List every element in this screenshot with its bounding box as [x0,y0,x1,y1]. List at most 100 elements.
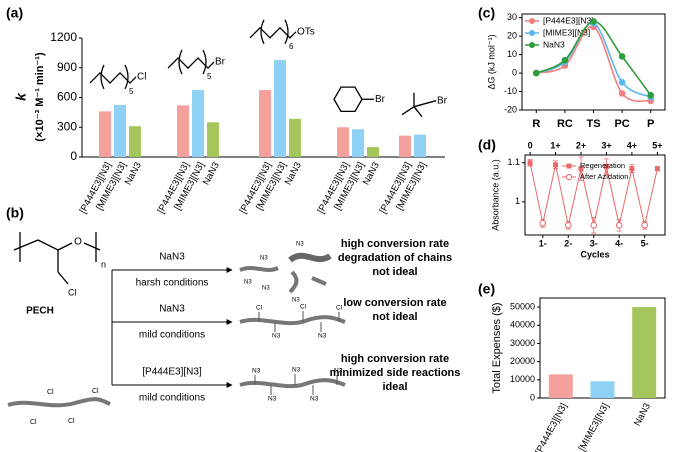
y-tick-label: 600 [57,90,77,104]
product-chain [239,378,346,389]
panel-label: (a) [6,5,23,21]
y-tick-label: 30000 [510,338,535,348]
point [564,221,572,229]
point [641,221,648,229]
structure-paren [260,19,289,45]
bar [259,90,271,157]
x-tick-label: PC [614,118,629,130]
route-outcome: low conversion rate [343,297,446,309]
route-reagent: NaN3 [159,304,185,315]
y-tick-label: 40000 [510,320,535,330]
chain-label: N3 [252,368,261,375]
point [615,221,623,229]
bar [129,126,141,157]
legend-marker [529,42,535,48]
x-tick-label: TS [586,118,600,130]
product-chain [288,270,299,294]
structure [249,19,297,45]
route-outcome: high conversion rate [341,238,449,250]
structure-subscript: 6 [289,42,294,51]
structure-group: Br [215,57,226,68]
y-axis-label: ΔG (kJ mol⁻¹) [486,34,496,89]
route-reagent: [P444E3][N3] [142,367,202,378]
bar [99,111,111,157]
y-tick-label: 1 [515,196,520,206]
line [536,26,651,103]
bar [289,118,301,157]
point [618,90,626,97]
y-tick-label: 300 [57,119,77,133]
plot-frame [524,154,666,236]
top-x-tick-label: 3+ [601,140,611,150]
route-outcome: degradation of chains [338,252,452,264]
chain-n3: N3 [262,286,270,292]
structure-group: Br [437,95,448,106]
y-tick-label: -20 [504,104,517,114]
bar [367,147,379,157]
structure [89,64,137,90]
top-x-tick-label: 0 [528,140,533,150]
point [561,56,569,64]
chain-label: N3 [334,368,343,375]
connector [567,168,582,226]
y-tick-label: 1.1 [507,157,520,167]
pech-cl: Cl [68,287,77,297]
product-chain [288,252,332,263]
y-tick-label: -10 [504,86,517,96]
route-outcome: high conversion rate [341,353,449,365]
chain-label: Cl [300,304,307,311]
point [603,164,609,170]
top-x-tick-label: 2+ [576,140,586,150]
structure [167,49,215,75]
x-tick-label: 3- [590,238,598,248]
legend-marker [529,18,535,24]
structure-paren [178,49,207,75]
structure-bond [401,92,437,118]
y-tick-label: 0 [70,149,77,163]
structure-subscript: 5 [207,72,212,81]
chain-label: N3 [318,333,327,340]
bar [274,59,286,157]
point [654,166,660,172]
structure-ring [333,86,363,113]
panel-label: (b) [6,205,24,221]
pech-structure [13,232,101,285]
y-tick-label: 900 [57,60,77,74]
product-chain [311,276,327,286]
point [647,91,654,99]
structure-bond [167,57,215,69]
route-outcome: not ideal [372,311,417,323]
route-reagent: NaN3 [159,252,185,263]
y-axis-label: k [13,92,29,101]
legend-label: Regeneration [580,161,625,170]
point [629,166,635,172]
point [590,18,597,25]
point [590,221,598,229]
y-axis-label: Total Expenses ($) [491,302,503,393]
x-tick-label: 1- [539,238,547,248]
structure-paren [100,64,129,90]
pech-o: O [74,237,82,248]
legend-marker [529,30,535,36]
pech-name: PECH [26,306,54,317]
connector [593,166,607,226]
y-tick-label: 50000 [510,301,535,311]
top-x-tick-label: 5+ [652,140,662,150]
chain-label: N3 [292,367,301,374]
structure-bond [89,72,137,84]
bar [548,374,573,398]
bar [192,90,204,157]
connector [542,164,557,224]
y-tick-label: 20 [507,31,517,41]
connector [529,162,544,224]
y-tick-label: 10 [507,49,517,59]
structure-group: OTs [297,26,315,37]
legend-label: NaN3 [543,39,565,49]
bar [590,381,615,398]
start-chain [7,397,111,408]
panel-label: (c) [478,5,495,21]
connector [631,168,646,226]
legend-label: [MIME3][N3] [543,27,590,37]
x-tick-label: [P444E3][N3] [533,401,569,452]
